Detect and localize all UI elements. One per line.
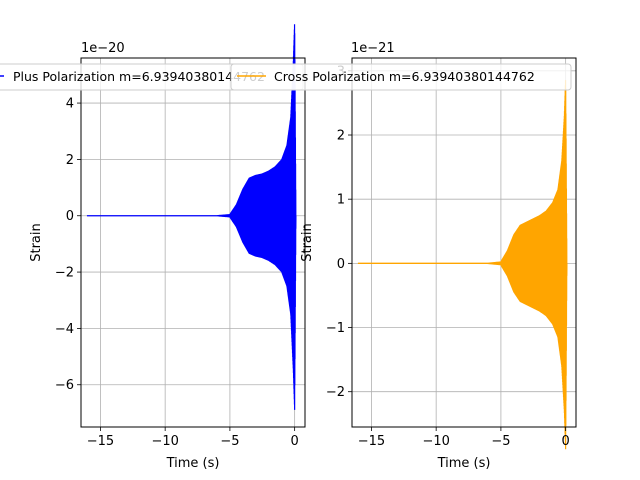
cross-y-tick-label-0: −2 [326,385,345,400]
plus-x-tick-label-1: −10 [151,434,178,449]
cross-x-tick-label-1: −10 [422,434,449,449]
cross-x-tick-label-2: −5 [491,434,510,449]
cross-y-tick-label-2: 0 [337,257,345,272]
plus-y-tick-label-0: −6 [55,378,74,393]
plus-axes-frame [80,57,306,428]
plus-y-tick-label-2: −2 [55,266,74,281]
cross-x-ticks: −15 −10 −5 0 [358,427,570,449]
plus-x-tick-label-2: −5 [220,434,239,449]
plus-x-tick-label-0: −15 [87,434,114,449]
plus-polarization-panel: −15 −10 −5 0 −6 −4 −2 0 2 4 1e−20 Time (s) Strai… [29,24,306,471]
cross-x-tick-label-0: −15 [358,434,385,449]
plus-y-tick-label-3: 0 [66,209,74,224]
cross-y-axis-label: Strain [300,223,315,262]
plus-polarization-curve [86,24,297,410]
cross-y-tick-label-4: 2 [337,129,345,144]
cross-axes-frame [351,57,577,428]
cross-y-tick-label-1: −1 [326,321,345,336]
cross-series-line-0 [357,80,568,450]
plus-y-ticks: −6 −4 −2 0 2 4 [55,97,81,393]
plus-x-axis-label: Time (s) [166,456,220,471]
cross-legend: Cross Polarization m=6.93940380144762 [230,63,572,91]
plus-y-tick-label-4: 2 [66,153,74,168]
plus-legend: Plus Polarization m=6.93940380144762 [0,63,304,91]
plus-y-tick-label-1: −4 [55,322,74,337]
plus-series-line-0 [86,24,297,410]
cross-x-axis-label: Time (s) [437,456,491,471]
plus-x-tick-label-3: 0 [291,434,299,449]
cross-offset-text: 1e−21 [351,41,395,56]
cross-y-tick-label-3: 1 [337,193,345,208]
cross-polarization-curve [357,80,568,450]
plus-y-axis-label: Strain [29,223,44,262]
plus-y-tick-label-5: 4 [66,97,74,112]
plus-legend-label: Plus Polarization m=6.93940380144762 [13,69,265,84]
plus-offset-text: 1e−20 [81,41,125,56]
cross-legend-label: Cross Polarization m=6.93940380144762 [274,69,535,84]
cross-legend-box [230,63,572,91]
cross-x-tick-label-3: 0 [562,434,570,449]
plus-x-ticks: −15 −10 −5 0 [87,427,299,449]
cross-polarization-panel: −15−10−50 −2−10123 1e−21 Time (s) Strain [300,41,577,471]
